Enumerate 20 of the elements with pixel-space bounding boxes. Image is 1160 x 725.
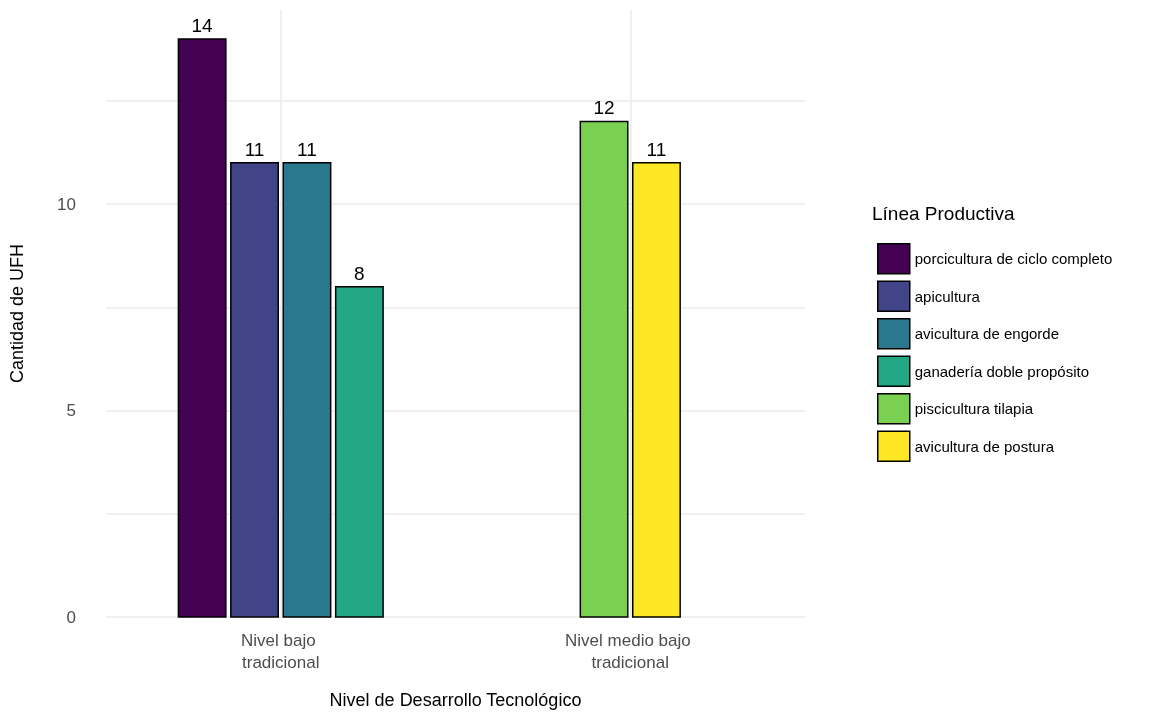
y-tick-label: 5	[66, 401, 76, 421]
data-label: 11	[244, 138, 265, 160]
data-label: 12	[593, 97, 615, 119]
y-tick-label: 0	[66, 607, 76, 627]
legend-title: Línea Productiva	[872, 203, 1016, 224]
x-axis-title: Nivel de Desarrollo Tecnológico	[329, 690, 582, 710]
legend-label: avicultura de postura	[914, 437, 1055, 455]
legend-label: piscicultura tilapia	[914, 400, 1034, 418]
legend-label: ganadería doble propósito	[914, 362, 1090, 380]
data-label: 11	[646, 138, 667, 160]
legend-label: apicultura	[914, 287, 981, 305]
data-label: 11	[297, 138, 317, 160]
y-axis-title: Cantidad de UFH	[7, 243, 27, 384]
y-tick-label: 10	[57, 194, 76, 214]
data-label: 8	[354, 262, 365, 284]
legend-label: porcicultura de ciclo completo	[914, 250, 1113, 268]
legend-label: avicultura de engorde	[914, 325, 1060, 343]
data-label: 14	[191, 14, 214, 36]
x-tick-label: Nivel bajo tradicional	[241, 630, 321, 672]
x-tick-label: Nivel medio bajo tradicional	[565, 630, 696, 672]
